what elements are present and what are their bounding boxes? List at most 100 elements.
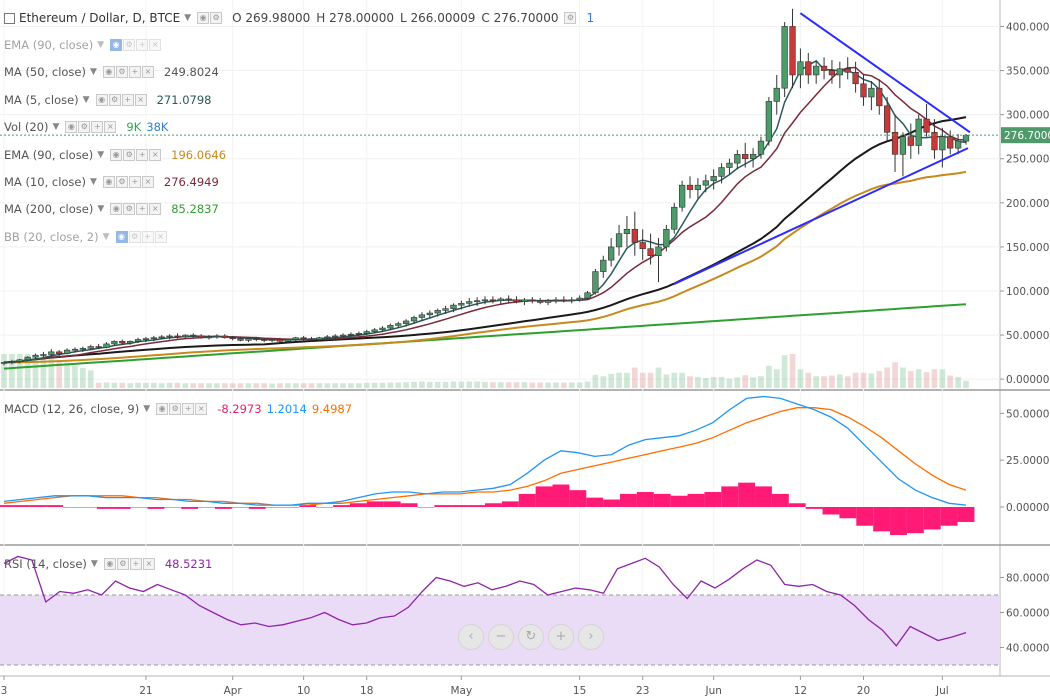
volume-bar [348, 383, 354, 388]
candle [923, 118, 930, 133]
volume-bar [600, 376, 607, 388]
eye-icon[interactable]: ◉ [156, 403, 169, 415]
candle [395, 323, 402, 326]
volume-bar [111, 382, 118, 388]
macd-histogram-bar [366, 501, 384, 507]
y-tick-label: 100.00000 [1006, 286, 1050, 298]
x-tick-label: 10 [297, 685, 310, 697]
macd-histogram-bar [164, 507, 182, 508]
y-tick-label: 50.00000 [1006, 408, 1050, 420]
macd-histogram-bar [248, 507, 266, 509]
macd-histogram-bar [755, 486, 772, 507]
volume-bar [474, 381, 480, 388]
volume-bar [718, 376, 725, 388]
macd-histogram-bar [586, 497, 604, 507]
gear-icon[interactable]: ⚙ [169, 403, 182, 415]
candle [134, 339, 142, 342]
macd-histogram-bar [535, 486, 553, 507]
volume-bar [750, 377, 756, 388]
macd-histogram-bar [957, 507, 975, 522]
macd-histogram-bar [46, 505, 64, 507]
volume-bar [182, 383, 189, 388]
volume-bar [521, 382, 528, 388]
chevron-right-icon[interactable]: › [578, 624, 604, 650]
volume-bar [300, 383, 307, 388]
candle [79, 348, 86, 350]
chevron-down-icon[interactable]: ▼ [90, 559, 98, 569]
candle [221, 335, 228, 339]
volume-bar [497, 382, 504, 388]
macd-histogram-bar [839, 507, 857, 519]
macd-histogram-bar [0, 505, 13, 507]
close-icon[interactable]: × [195, 403, 208, 415]
candle [718, 167, 725, 177]
x-tick-label: 23 [636, 685, 649, 697]
volume-bar [639, 372, 646, 388]
x-tick-label: Apr [224, 685, 243, 697]
indicator-name: MACD (12, 26, close, 9) [4, 402, 140, 416]
plus-icon[interactable]: + [182, 403, 195, 415]
candle [339, 334, 347, 337]
volume-bar [766, 365, 772, 388]
zoom-in-icon[interactable]: + [548, 624, 574, 650]
volume-bar [813, 376, 820, 388]
macd-histogram-bar [147, 507, 165, 509]
volume-bar [277, 383, 283, 388]
volume-bar [829, 375, 835, 388]
candle [686, 184, 694, 190]
candle [663, 228, 670, 248]
indicator-controls[interactable]: ◉ ⚙ + × [103, 558, 155, 570]
x-tick-label: May [450, 685, 472, 697]
volume-bar [355, 383, 362, 388]
volume-bar [876, 371, 883, 388]
indicator-controls[interactable]: ◉ ⚙ + × [156, 403, 208, 415]
reset-icon[interactable]: ↻ [518, 624, 544, 650]
volume-bar [119, 382, 126, 388]
volume-bar [143, 382, 149, 388]
zoom-out-icon[interactable]: − [488, 624, 514, 650]
volume-bar [190, 383, 197, 388]
candle [481, 299, 489, 302]
chevron-left-icon[interactable]: ‹ [458, 624, 484, 650]
candle [473, 300, 481, 303]
gear-icon[interactable]: ⚙ [116, 558, 129, 570]
volume-bar [742, 375, 749, 388]
volume-bar [758, 376, 764, 388]
macd-histogram-bar [29, 505, 47, 507]
volume-bar [166, 382, 173, 388]
candle [213, 335, 221, 338]
macd-histogram-bar [468, 505, 485, 507]
y-tick-label: 300.00000 [1006, 110, 1050, 122]
macd-histogram-bar [12, 505, 30, 507]
macd-histogram-bar [299, 505, 317, 507]
y-tick-label: 0.00000 [1006, 502, 1049, 514]
volume-bar [371, 382, 378, 388]
macd-histogram-bar [451, 505, 469, 507]
volume-bar [907, 371, 914, 388]
macd-histogram-bar [721, 486, 739, 507]
volume-bar [687, 376, 693, 388]
y-tick-label: 0.00000 [1006, 374, 1049, 386]
close-icon[interactable]: × [142, 558, 155, 570]
candle [308, 338, 315, 340]
candle [907, 136, 914, 146]
eye-icon[interactable]: ◉ [103, 558, 116, 570]
x-tick-label: 18 [360, 685, 373, 697]
candle [876, 87, 883, 107]
candle [781, 26, 788, 89]
candle [300, 337, 307, 340]
candle [63, 349, 71, 354]
macd-histogram-bar [214, 507, 232, 509]
candle [844, 68, 851, 73]
chevron-down-icon[interactable]: ▼ [143, 404, 151, 414]
volume-bar [292, 383, 299, 388]
candle [268, 339, 276, 341]
price-tag [1001, 127, 1050, 144]
volume-bar [592, 374, 599, 388]
macd-histogram-bar [501, 501, 519, 507]
candle [450, 304, 457, 309]
candle [8, 361, 16, 363]
candle [757, 140, 765, 155]
plus-icon[interactable]: + [129, 558, 142, 570]
